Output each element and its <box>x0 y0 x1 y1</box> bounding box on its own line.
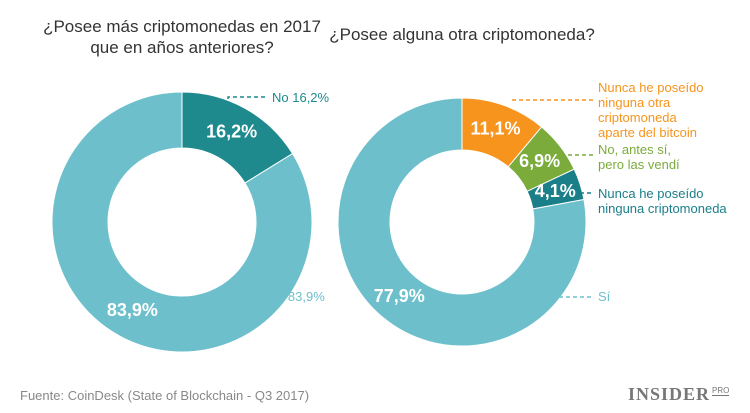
value-label: 83,9% <box>107 300 158 320</box>
chart-title: ¿Posee más criptomonedas en 2017 que en … <box>43 17 321 57</box>
source: Fuente: CoinDesk (State of Blockchain - … <box>20 388 310 403</box>
callout-label: Nunca he poseído ninguna otra criptomone… <box>598 80 704 140</box>
callout-line <box>227 96 268 113</box>
callout-label: Sí <box>598 289 611 304</box>
callout-label: Sí 83,9% <box>272 289 325 304</box>
value-label: 16,2% <box>206 122 257 142</box>
logo-tag: PRO <box>712 386 730 396</box>
chart-title: ¿Posee alguna otra criptomoneda? <box>329 25 595 44</box>
value-label: 77,9% <box>374 286 425 306</box>
callout-label: Nunca he poseído ninguna criptomoneda <box>598 186 727 216</box>
logo: INSIDER <box>628 384 711 404</box>
donut-slice <box>337 97 587 347</box>
donut-slice <box>51 91 313 353</box>
value-label: 4,1% <box>535 181 576 201</box>
value-label: 6,9% <box>519 151 560 171</box>
callout-label: No 16,2% <box>272 90 330 105</box>
value-label: 11,1% <box>470 119 520 139</box>
callout-label: No, antes sí, pero las vendí <box>598 142 680 172</box>
